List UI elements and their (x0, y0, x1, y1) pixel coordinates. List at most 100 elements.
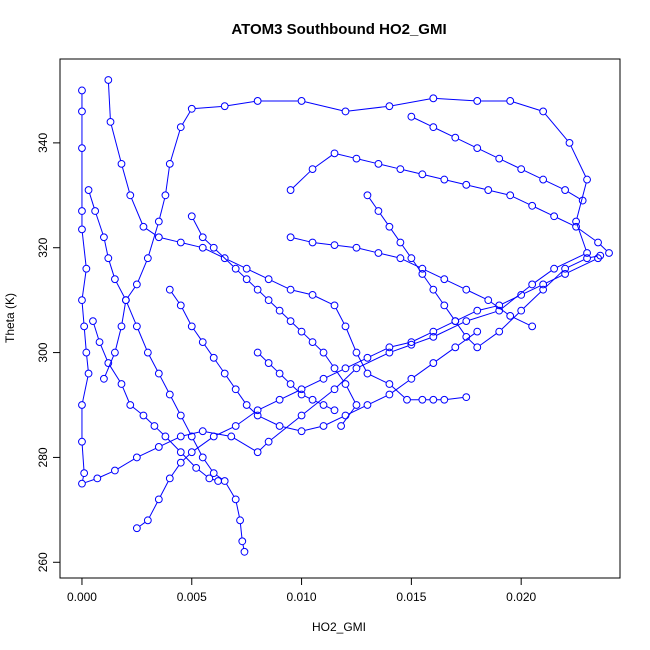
data-point (132, 280, 141, 289)
series-segment (198, 469, 207, 477)
series-segment (535, 206, 552, 216)
data-point (104, 76, 113, 84)
data-point (161, 432, 170, 441)
data-point (111, 466, 119, 475)
y-tick-label: 280 (36, 447, 50, 467)
series-segment (480, 305, 497, 311)
data-series (89, 317, 223, 485)
series-segment (315, 295, 332, 305)
data-point (78, 479, 86, 488)
data-point (104, 359, 113, 367)
data-point (78, 437, 86, 446)
x-axis: 0.000 0.005 0.010 0.015 0.020 (67, 577, 537, 604)
series-segment (326, 406, 332, 410)
series-segment (259, 354, 267, 362)
series-segment (304, 395, 310, 399)
data-point (104, 254, 113, 263)
data-point (539, 280, 548, 289)
series-segment (401, 244, 410, 256)
series-segment (545, 270, 563, 288)
data-point (429, 94, 438, 103)
series-segment (501, 312, 520, 330)
series-segment (391, 385, 405, 398)
data-point (429, 285, 438, 294)
data-point (198, 338, 207, 346)
data-point (484, 186, 493, 194)
x-tick-label: 0.010 (287, 590, 317, 604)
series-segment (271, 280, 288, 289)
data-series (253, 348, 339, 415)
series-segment (108, 261, 115, 277)
data-point (154, 443, 163, 451)
y-tick-label: 300 (36, 342, 50, 362)
series-segment (469, 185, 486, 190)
series-segment (545, 180, 563, 190)
data-point (214, 477, 223, 485)
data-series (286, 233, 537, 331)
series-segment (491, 190, 508, 195)
data-point (106, 118, 115, 126)
series-segment (370, 348, 387, 357)
data-point (374, 159, 383, 168)
series-segment (137, 329, 147, 350)
data-point (275, 422, 284, 430)
series-segment (436, 322, 453, 331)
data-point (209, 243, 218, 252)
series-segment (167, 438, 179, 451)
series-segment (260, 416, 277, 425)
data-point (594, 238, 602, 247)
series-segment (414, 332, 431, 342)
data-point (220, 477, 229, 485)
series-segment (205, 248, 222, 258)
series-segment (391, 380, 409, 393)
data-point (451, 343, 460, 352)
data-point (165, 285, 174, 294)
series-segment (248, 281, 256, 288)
series-segment (204, 459, 213, 471)
series-segment (403, 169, 420, 175)
series-segment (237, 391, 246, 403)
series-segment (215, 249, 234, 267)
series-segment (447, 397, 463, 400)
data-point (473, 343, 482, 352)
series-segment (337, 153, 354, 159)
data-series (165, 285, 482, 436)
series-segment (348, 106, 387, 112)
series-segment (304, 379, 321, 389)
data-point (330, 241, 339, 250)
series-segment (523, 291, 542, 309)
data-point (297, 97, 306, 105)
data-point (506, 97, 515, 105)
data-point (205, 474, 214, 483)
series-segment (192, 439, 202, 455)
series-segment (227, 100, 255, 107)
data-point (100, 374, 108, 383)
series-segment (233, 437, 255, 451)
series-segment (359, 248, 376, 253)
data-point (253, 411, 262, 420)
data-point (407, 338, 416, 346)
series-segment (183, 431, 200, 437)
series-segment (337, 245, 354, 248)
series-segment (121, 303, 126, 324)
data-point (238, 537, 247, 546)
series-segment (93, 324, 99, 339)
series-segment (348, 358, 365, 368)
data-point (154, 495, 163, 504)
data-point (176, 301, 185, 310)
series-segment (524, 170, 541, 179)
data-point (319, 401, 328, 409)
data-point (242, 401, 251, 409)
series-segment (293, 289, 310, 295)
series-segment (182, 111, 191, 125)
data-point (78, 225, 86, 234)
series-segment (544, 113, 568, 141)
data-point (352, 401, 361, 409)
series-segment (281, 375, 289, 383)
data-point (374, 249, 383, 257)
data-point (462, 393, 471, 402)
series-segment (81, 303, 85, 324)
series-segment (270, 302, 278, 309)
data-point (429, 327, 438, 336)
series-segment (86, 355, 89, 371)
